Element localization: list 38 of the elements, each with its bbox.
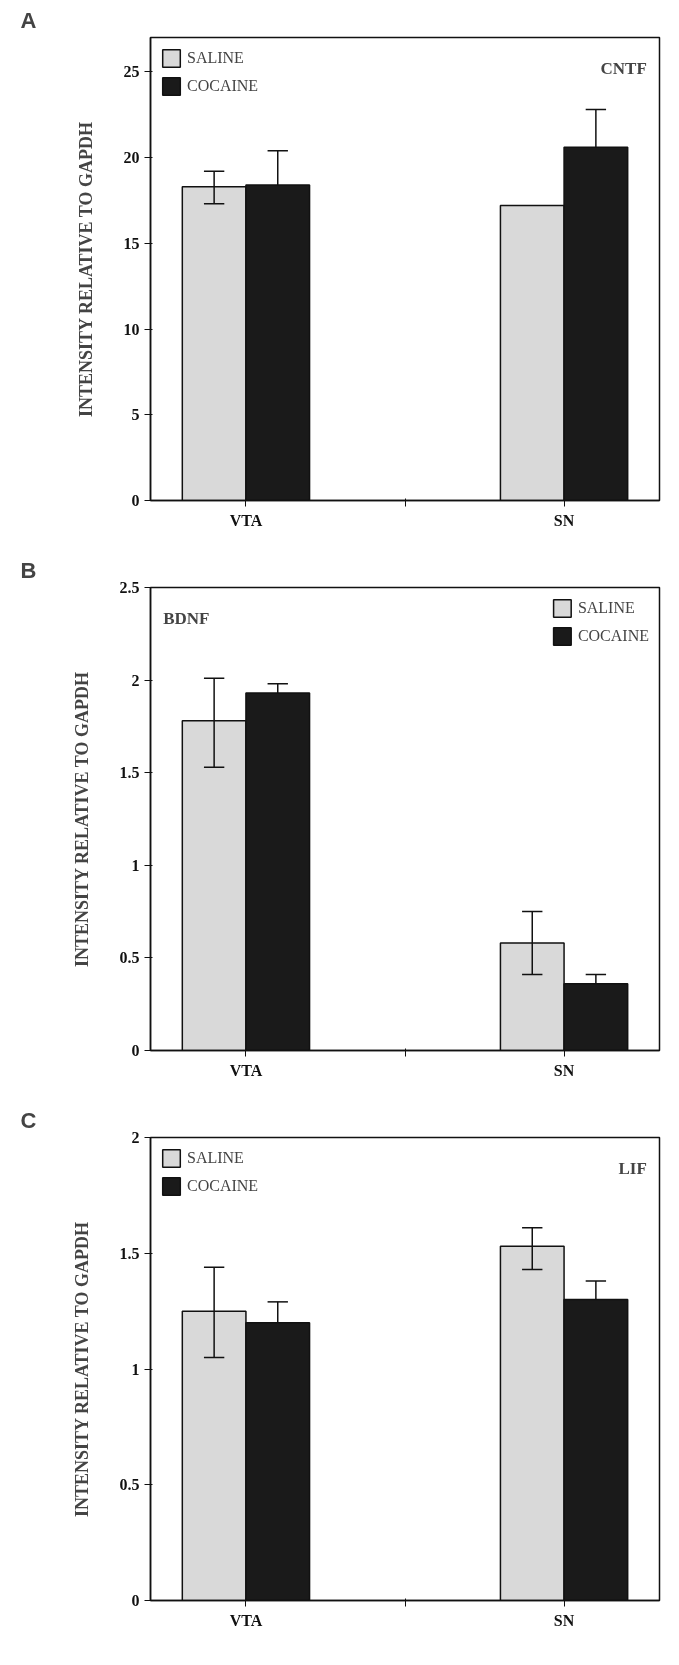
y-tick-label: 0: [131, 492, 140, 509]
text: BDNF: [163, 608, 210, 628]
y-tick-label: 10: [123, 320, 140, 338]
text: A: [20, 7, 37, 33]
text: CNTF: [600, 58, 647, 78]
y-tick-label: 1.5: [119, 764, 140, 782]
y-tick-label: 1.5: [119, 1244, 140, 1262]
y-tick-label: 0.5: [119, 949, 140, 967]
y-tick-label: 0.5: [119, 1476, 140, 1494]
y-tick-label: 2: [131, 671, 140, 689]
y-axis-title: INTENSITY RELATIVE TO GAPDH: [71, 672, 92, 967]
y-tick-label: 20: [123, 149, 140, 167]
y-tick-label: 2.5: [119, 579, 140, 596]
y-tick-label: 0: [131, 1592, 140, 1609]
text: C: [20, 1107, 37, 1133]
y-tick-label: 5: [131, 406, 140, 424]
x-tick-label: SN: [553, 1611, 575, 1629]
y-tick-label: 0: [131, 1042, 140, 1059]
y-tick-label: 15: [123, 234, 140, 252]
y-axis-title: INTENSITY RELATIVE TO GAPDH: [71, 1222, 92, 1517]
legend-label: SALINE: [577, 599, 635, 617]
x-tick-label: VTA: [229, 511, 263, 529]
x-tick-label: VTA: [229, 1611, 263, 1629]
y-tick-label: 25: [123, 63, 140, 81]
y-tick-label: 1: [131, 1360, 140, 1378]
legend-label: COCAINE: [577, 627, 649, 645]
legend-label: COCAINE: [187, 1177, 259, 1195]
y-axis-title: INTENSITY RELATIVE TO GAPDH: [75, 122, 96, 417]
y-tick-label: 2: [131, 1129, 140, 1146]
text: LIF: [618, 1158, 647, 1178]
legend-label: SALINE: [187, 49, 244, 67]
text: B: [20, 557, 37, 583]
x-tick-label: SN: [553, 511, 575, 529]
x-tick-label: VTA: [229, 1061, 263, 1079]
x-tick-label: SN: [553, 1061, 575, 1079]
legend-label: COCAINE: [187, 77, 259, 95]
y-tick-label: 1: [131, 856, 140, 874]
legend-label: SALINE: [187, 1149, 244, 1167]
